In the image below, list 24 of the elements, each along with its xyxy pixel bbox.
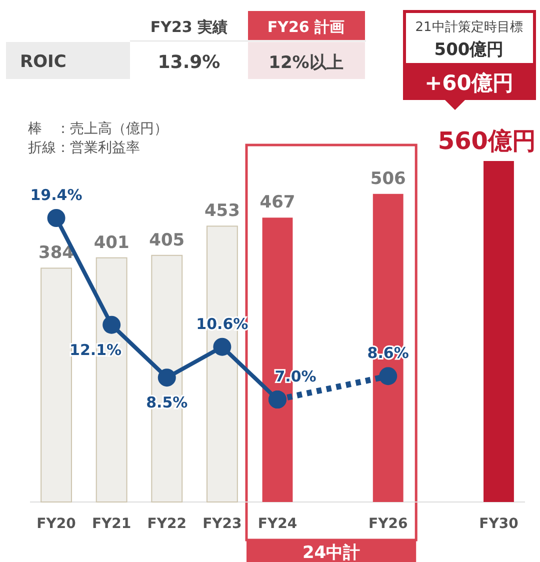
data-label: 467 [260, 192, 296, 213]
data-label: 19.4% [30, 186, 82, 204]
roic-table: FY23 実績 FY26 計画 ROIC 13.9% 12%以上 [6, 10, 366, 80]
x-tick-label: FY30 [479, 516, 519, 532]
data-label: 8.5% [146, 394, 188, 412]
data-label: 453 [204, 201, 240, 222]
text: 24中計 [302, 543, 360, 562]
x-tick-label: FY26 [368, 516, 408, 532]
data-label: 12.1% [70, 340, 122, 359]
x-tick-label: FY22 [147, 516, 186, 532]
data-label: 560億円 [438, 127, 536, 155]
data-label: 405 [149, 230, 185, 250]
text: 棒 ：売上高（億円） [28, 121, 168, 137]
text: +60億円 [424, 71, 514, 95]
x-tick-label: FY24 [258, 516, 298, 532]
text: 折線：営業利益率 [28, 140, 140, 156]
x-tick-label: FY21 [92, 516, 132, 532]
text: 500億円 [434, 40, 504, 60]
x-tick-label: FY20 [36, 516, 76, 532]
data-label: 384 [38, 243, 74, 264]
data-label: 401 [94, 232, 130, 253]
data-label: 506 [370, 168, 406, 189]
text: 21中計策定時目標 [415, 20, 523, 35]
x-tick-label: FY23 [202, 516, 242, 532]
